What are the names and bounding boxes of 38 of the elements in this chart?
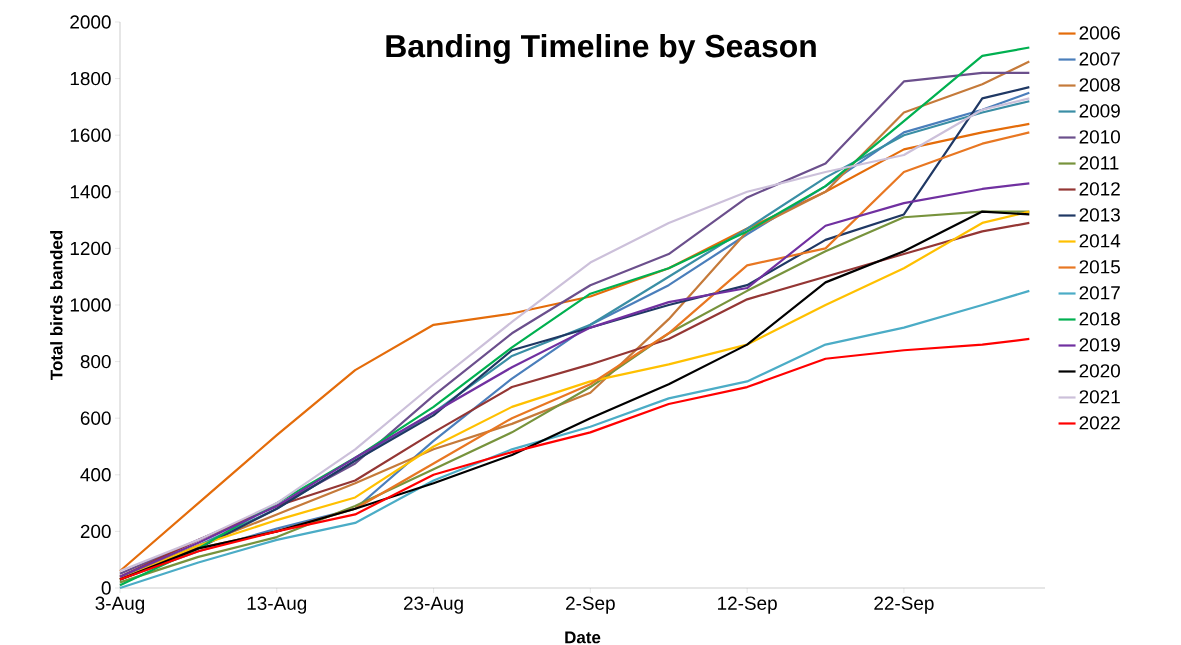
legend-label: 2011: [1079, 156, 1119, 170]
legend-label: 2013: [1079, 208, 1120, 222]
legend-label: 2017: [1079, 286, 1120, 300]
x-tick-label: 3-Aug: [95, 596, 145, 614]
legend-label: 2014: [1079, 234, 1121, 248]
legend-label: 2009: [1079, 104, 1120, 118]
x-tick-label: 12-Sep: [718, 596, 777, 614]
line-series: [118, 337, 1031, 581]
y-axis-title: Total birds banded: [50, 230, 63, 380]
x-tick-label: 22-Sep: [874, 596, 934, 614]
legend-label: 2021: [1079, 390, 1120, 404]
legend-label: 2018: [1079, 312, 1120, 326]
y-tick-label: 0: [101, 581, 111, 595]
legend-label: 2008: [1079, 78, 1120, 92]
x-axis-title: Date: [565, 631, 601, 644]
y-tick-label: 1600: [70, 128, 111, 142]
legend-label: 2006: [1079, 26, 1120, 40]
y-tick-label: 600: [80, 411, 111, 425]
x-tick-label: 13-Aug: [247, 596, 307, 614]
y-tick-label: 1800: [70, 71, 111, 86]
x-tick-label: 23-Aug: [404, 596, 463, 614]
y-tick-label: 1000: [70, 298, 111, 312]
line-series: [118, 289, 1031, 590]
legend-label: 2015: [1079, 260, 1120, 274]
y-tick-label: 400: [80, 468, 111, 482]
legend-label: 2022: [1079, 416, 1120, 430]
y-tick-label: 800: [80, 354, 111, 369]
y-tick-label: 200: [80, 524, 111, 539]
y-tick-label: 1200: [70, 241, 111, 256]
chart-title: Banding Timeline by Season: [386, 34, 816, 64]
legend-label: 2012: [1079, 182, 1120, 196]
x-tick-label: 2-Sep: [566, 596, 615, 614]
legend-label: 2020: [1079, 364, 1120, 378]
y-tick-label: 1400: [70, 185, 111, 199]
y-tick-label: 2000: [70, 15, 111, 29]
legend-label: 2019: [1079, 338, 1120, 352]
legend-label: 2010: [1079, 130, 1120, 144]
legend-label: 2007: [1079, 52, 1120, 66]
